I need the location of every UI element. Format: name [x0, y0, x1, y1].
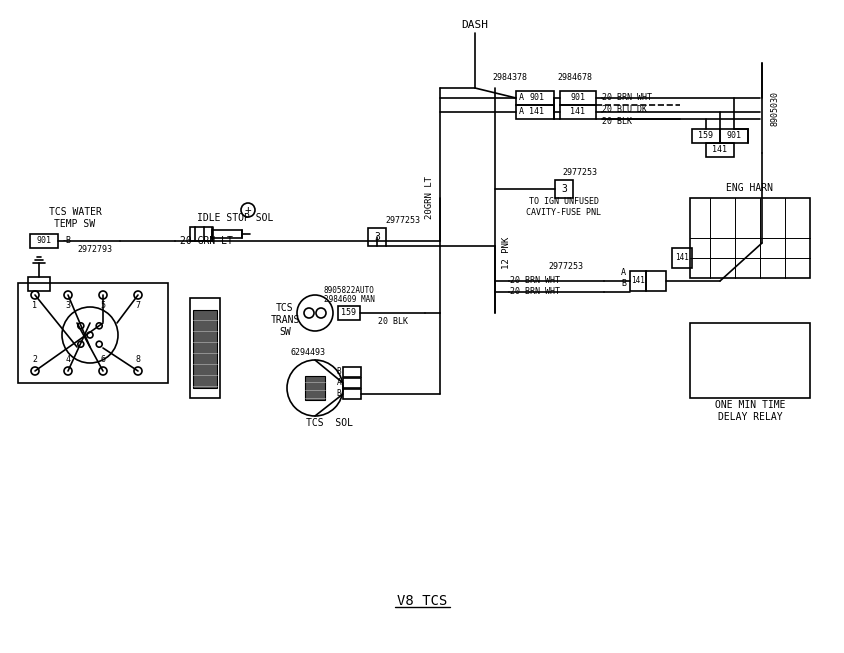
Text: 20 BRN WHT: 20 BRN WHT	[510, 276, 560, 285]
Bar	[560, 91, 595, 105]
Text: IDLE STOP SOL: IDLE STOP SOL	[197, 213, 273, 223]
Text: 141: 141	[674, 253, 688, 263]
Text: TCS
TRANS
SW: TCS TRANS SW	[270, 304, 300, 336]
Text: B: B	[336, 389, 341, 398]
Text: 2984678: 2984678	[557, 74, 592, 82]
Text: 20 BRN WHT: 20 BRN WHT	[510, 287, 560, 296]
Bar	[338, 306, 360, 320]
Text: 20 BLU DK: 20 BLU DK	[601, 104, 647, 114]
Bar	[690, 323, 809, 398]
Text: 5: 5	[100, 302, 106, 310]
Text: 2977253: 2977253	[561, 168, 597, 178]
Text: -B: -B	[62, 236, 72, 246]
Bar	[343, 367, 360, 377]
Text: B: B	[620, 279, 625, 289]
Text: 901: 901	[529, 93, 544, 103]
Bar	[690, 198, 809, 278]
Text: A: A	[620, 268, 625, 278]
Text: 8905030: 8905030	[770, 91, 778, 125]
Bar	[305, 376, 325, 400]
Text: 901: 901	[36, 236, 51, 246]
Text: 141: 141	[630, 276, 644, 285]
Text: 3: 3	[66, 302, 70, 310]
Bar	[719, 129, 747, 143]
Text: 12 PNK: 12 PNK	[502, 237, 511, 269]
Text: DASH: DASH	[461, 20, 488, 30]
Text: +: +	[244, 205, 251, 215]
Text: 6294493: 6294493	[290, 349, 325, 357]
Text: 901: 901	[726, 131, 741, 140]
Bar	[30, 234, 58, 248]
Text: 1: 1	[32, 302, 37, 310]
Text: 4: 4	[66, 355, 70, 364]
Text: 2984609 MAN: 2984609 MAN	[323, 296, 374, 304]
Bar	[516, 91, 554, 105]
Text: 6: 6	[100, 355, 106, 364]
Text: 901: 901	[570, 93, 585, 103]
Text: 2984378: 2984378	[492, 74, 527, 82]
Text: TCS  SOL: TCS SOL	[306, 418, 353, 428]
Text: 141: 141	[529, 108, 544, 116]
Bar	[516, 105, 554, 119]
Text: 2: 2	[32, 355, 37, 364]
Text: 2977253: 2977253	[548, 263, 582, 272]
Text: TO IGN UNFUSED
CAVITY-FUSE PNL: TO IGN UNFUSED CAVITY-FUSE PNL	[526, 197, 601, 217]
Text: ONE MIN TIME
DELAY RELAY: ONE MIN TIME DELAY RELAY	[714, 400, 784, 422]
Text: V8 TCS: V8 TCS	[397, 594, 446, 608]
Bar	[706, 143, 733, 157]
Bar	[190, 227, 212, 241]
Text: 141: 141	[570, 108, 585, 116]
Bar	[645, 271, 665, 291]
Text: 141: 141	[711, 146, 727, 155]
Bar	[671, 248, 691, 268]
Bar	[560, 105, 595, 119]
Text: 159: 159	[698, 131, 712, 140]
Text: 3: 3	[374, 232, 380, 242]
Text: TCS WATER
TEMP SW: TCS WATER TEMP SW	[48, 207, 101, 229]
Text: 2977253: 2977253	[385, 217, 419, 225]
Text: 159: 159	[341, 308, 356, 317]
Bar	[212, 230, 241, 238]
Bar	[630, 271, 645, 291]
Text: 20 GRN LT: 20 GRN LT	[180, 236, 233, 246]
Bar	[18, 283, 168, 383]
Bar	[192, 310, 217, 388]
Text: B: B	[336, 368, 341, 377]
Text: A: A	[336, 379, 341, 387]
Bar	[343, 378, 360, 388]
Bar	[555, 180, 572, 198]
Text: 20 BLK: 20 BLK	[377, 317, 408, 326]
Text: A: A	[518, 108, 523, 116]
Bar	[28, 277, 50, 291]
Text: 20 BLK: 20 BLK	[601, 116, 631, 125]
Bar	[368, 228, 386, 246]
Text: 3: 3	[560, 184, 566, 194]
Text: 7: 7	[135, 302, 140, 310]
Bar	[691, 129, 719, 143]
Bar	[343, 389, 360, 399]
Text: 20 BRN WHT: 20 BRN WHT	[601, 93, 652, 101]
Text: 20GRN LT: 20GRN LT	[425, 176, 434, 219]
Text: 8905822AUTO: 8905822AUTO	[323, 287, 374, 296]
Text: 8: 8	[135, 355, 140, 364]
Text: A: A	[518, 93, 523, 103]
Text: ENG HARN: ENG HARN	[726, 183, 772, 193]
Text: 2972793: 2972793	[78, 246, 112, 255]
Bar	[190, 298, 219, 398]
